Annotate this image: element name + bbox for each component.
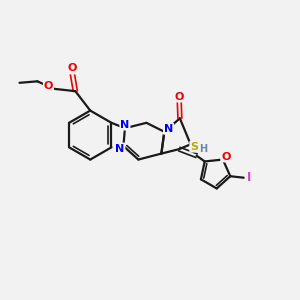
Text: N: N	[164, 124, 173, 134]
Text: O: O	[221, 152, 230, 162]
Text: N: N	[120, 120, 130, 130]
Text: I: I	[247, 171, 251, 184]
Text: O: O	[68, 64, 77, 74]
Text: N: N	[115, 143, 124, 154]
Text: O: O	[175, 92, 184, 101]
Text: O: O	[44, 81, 53, 92]
Text: H: H	[199, 144, 207, 154]
Text: S: S	[190, 142, 198, 152]
